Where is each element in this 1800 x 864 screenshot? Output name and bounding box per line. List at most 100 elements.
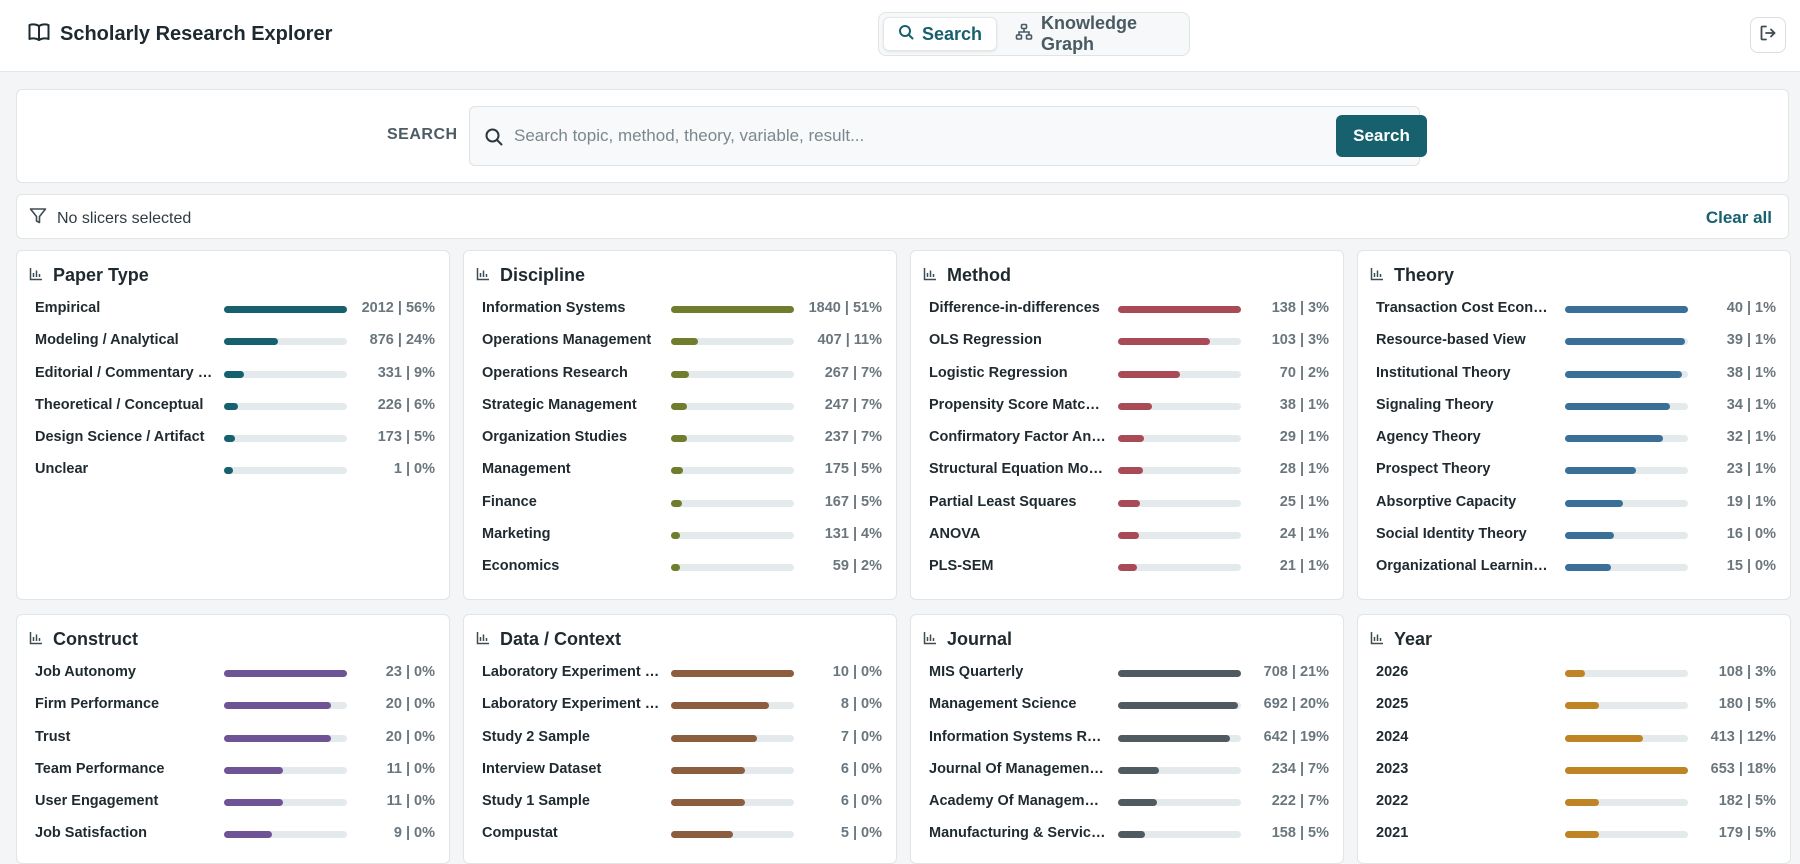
- facet-item[interactable]: Laboratory Experiment Sample 8 | 0%: [482, 696, 882, 728]
- facet-item-bar-fill: [224, 799, 283, 807]
- facet-item-bar-track: [1565, 532, 1688, 540]
- facet-item[interactable]: 2026 108 | 3%: [1376, 664, 1776, 696]
- facet-item-count: 413 | 12%: [1710, 728, 1776, 745]
- facet-item[interactable]: Job Autonomy 23 | 0%: [35, 664, 435, 696]
- facet-item-count: 2012 | 56%: [361, 300, 435, 316]
- facet-item-bar-track: [224, 831, 347, 839]
- facet-item-label: Organizational Learning Theory: [1376, 558, 1554, 575]
- facet-item[interactable]: Organization Studies 237 | 7%: [482, 429, 882, 461]
- facet-item[interactable]: Operations Management 407 | 11%: [482, 332, 882, 364]
- facet-item[interactable]: Strategic Management 247 | 7%: [482, 397, 882, 429]
- facet-item[interactable]: Trust 20 | 0%: [35, 729, 435, 761]
- facet-item[interactable]: Editorial / Commentary / Review 331 | 9%: [35, 365, 435, 397]
- facet-item[interactable]: 2022 182 | 5%: [1376, 793, 1776, 825]
- facet-item-count: 29 | 1%: [1279, 429, 1329, 446]
- facet-item[interactable]: Resource-based View 39 | 1%: [1376, 332, 1776, 364]
- facet-item-bar-track: [224, 766, 347, 774]
- facet-item[interactable]: Difference-in-differences 138 | 3%: [929, 300, 1329, 332]
- search-button[interactable]: Search: [1336, 115, 1427, 157]
- facet-item[interactable]: Operations Research 267 | 7%: [482, 365, 882, 397]
- facet-item[interactable]: OLS Regression 103 | 3%: [929, 332, 1329, 364]
- facet-item[interactable]: Study 2 Sample 7 | 0%: [482, 729, 882, 761]
- facet-item[interactable]: Marketing 131 | 4%: [482, 526, 882, 558]
- facet-item[interactable]: Institutional Theory 38 | 1%: [1376, 365, 1776, 397]
- facet-item[interactable]: Study 1 Sample 6 | 0%: [482, 793, 882, 825]
- tab-knowledge-graph[interactable]: Knowledge Graph: [1001, 13, 1185, 54]
- facet-item[interactable]: 2024 413 | 12%: [1376, 729, 1776, 761]
- facet-item[interactable]: Job Satisfaction 9 | 0%: [35, 825, 435, 857]
- facet-item-label: Modeling / Analytical: [35, 332, 179, 349]
- facet-item-label: Compustat: [482, 825, 558, 842]
- facet-item[interactable]: Transaction Cost Economics 40 | 1%: [1376, 300, 1776, 332]
- facet-title: Paper Type: [29, 265, 149, 286]
- facet-item-bar-fill: [1118, 467, 1143, 475]
- facet-item[interactable]: Manufacturing & Service Operations Manag…: [929, 825, 1329, 857]
- facet-item[interactable]: Management Science 692 | 20%: [929, 696, 1329, 728]
- facet-item-bar-track: [224, 467, 347, 475]
- clear-all-button[interactable]: Clear all: [1705, 208, 1772, 227]
- facet-item[interactable]: Design Science / Artifact 173 | 5%: [35, 429, 435, 461]
- facet-item[interactable]: ANOVA 24 | 1%: [929, 526, 1329, 558]
- facet-item[interactable]: Agency Theory 32 | 1%: [1376, 429, 1776, 461]
- facet-title: Year: [1370, 629, 1432, 650]
- facet-item-bar-fill: [671, 766, 745, 774]
- facet-item[interactable]: Compustat 5 | 0%: [482, 825, 882, 857]
- facet-item[interactable]: Interview Dataset 6 | 0%: [482, 761, 882, 793]
- facet-item-bar-track: [224, 435, 347, 443]
- facet-item-bar-fill: [224, 402, 238, 410]
- facet-item[interactable]: Absorptive Capacity 19 | 1%: [1376, 494, 1776, 526]
- facet-item[interactable]: Economics 59 | 2%: [482, 558, 882, 590]
- facet-item[interactable]: Management 175 | 5%: [482, 461, 882, 493]
- facet-item[interactable]: Empirical 2012 | 56%: [35, 300, 435, 332]
- facet-list: Difference-in-differences 138 | 3% OLS Reg…: [929, 300, 1329, 591]
- facet-item-label: Strategic Management: [482, 396, 637, 413]
- facet-item-count: 16 | 0%: [1726, 526, 1776, 543]
- facet-item[interactable]: Theoretical / Conceptual 226 | 6%: [35, 397, 435, 429]
- facet-item[interactable]: 2021 179 | 5%: [1376, 825, 1776, 857]
- facet-item[interactable]: 2023 653 | 18%: [1376, 761, 1776, 793]
- facet-item[interactable]: Laboratory Experiment Data 10 | 0%: [482, 664, 882, 696]
- facet-item[interactable]: Confirmatory Factor Analysis 29 | 1%: [929, 429, 1329, 461]
- facet-item[interactable]: Modeling / Analytical 876 | 24%: [35, 332, 435, 364]
- logout-button[interactable]: [1750, 17, 1786, 53]
- slicer-bar: No slicers selected Clear all: [16, 194, 1789, 239]
- facet-item-bar-track: [224, 702, 347, 710]
- facet-item[interactable]: Information Systems 1840 | 51%: [482, 300, 882, 332]
- facet-item-bar-track: [224, 402, 347, 410]
- facet-item[interactable]: Academy Of Management Journal 222 | 7%: [929, 793, 1329, 825]
- facet-item[interactable]: Organizational Learning Theory 15 | 0%: [1376, 558, 1776, 590]
- facet-item-count: 331 | 9%: [377, 364, 435, 381]
- facet-item-count: 40 | 1%: [1726, 300, 1776, 316]
- bar-chart-icon: [923, 265, 937, 286]
- facet-card-paper-type: Paper Type Empirical 2012 | 56% Modeling / …: [16, 250, 450, 600]
- facet-card-data-context: Data / Context Laboratory Experiment Data…: [463, 614, 897, 864]
- facet-item[interactable]: Finance 167 | 5%: [482, 494, 882, 526]
- facet-item[interactable]: Unclear 1 | 0%: [35, 461, 435, 493]
- facet-item[interactable]: MIS Quarterly 708 | 21%: [929, 664, 1329, 696]
- facet-item-label: Job Satisfaction: [35, 825, 147, 842]
- tab-search[interactable]: Search: [883, 17, 998, 51]
- graph-icon: [1015, 23, 1033, 46]
- search-input[interactable]: [514, 121, 1284, 151]
- facet-card-discipline: Discipline Information Systems 1840 | 51% O…: [463, 250, 897, 600]
- facet-item[interactable]: Journal Of Management Information System…: [929, 761, 1329, 793]
- facet-item[interactable]: Logistic Regression 70 | 2%: [929, 365, 1329, 397]
- facet-item-bar-fill: [1565, 499, 1624, 507]
- facet-item[interactable]: Partial Least Squares 25 | 1%: [929, 494, 1329, 526]
- facet-item-label: Laboratory Experiment Data: [482, 664, 660, 680]
- facet-item-label: ANOVA: [929, 526, 981, 543]
- facet-item-count: 876 | 24%: [369, 332, 435, 349]
- facet-item[interactable]: Information Systems Research 642 | 19%: [929, 729, 1329, 761]
- facet-item[interactable]: Team Performance 11 | 0%: [35, 761, 435, 793]
- facet-item[interactable]: Firm Performance 20 | 0%: [35, 696, 435, 728]
- facet-item-label: Logistic Regression: [929, 364, 1068, 381]
- facet-item[interactable]: 2025 180 | 5%: [1376, 696, 1776, 728]
- facet-item[interactable]: PLS-SEM 21 | 1%: [929, 558, 1329, 590]
- facet-item-bar-track: [671, 734, 794, 742]
- facet-item[interactable]: Structural Equation Modeling 28 | 1%: [929, 461, 1329, 493]
- facet-item[interactable]: User Engagement 11 | 0%: [35, 793, 435, 825]
- facet-item[interactable]: Social Identity Theory 16 | 0%: [1376, 526, 1776, 558]
- facet-item[interactable]: Propensity Score Matching 38 | 1%: [929, 397, 1329, 429]
- facet-item[interactable]: Prospect Theory 23 | 1%: [1376, 461, 1776, 493]
- facet-item[interactable]: Signaling Theory 34 | 1%: [1376, 397, 1776, 429]
